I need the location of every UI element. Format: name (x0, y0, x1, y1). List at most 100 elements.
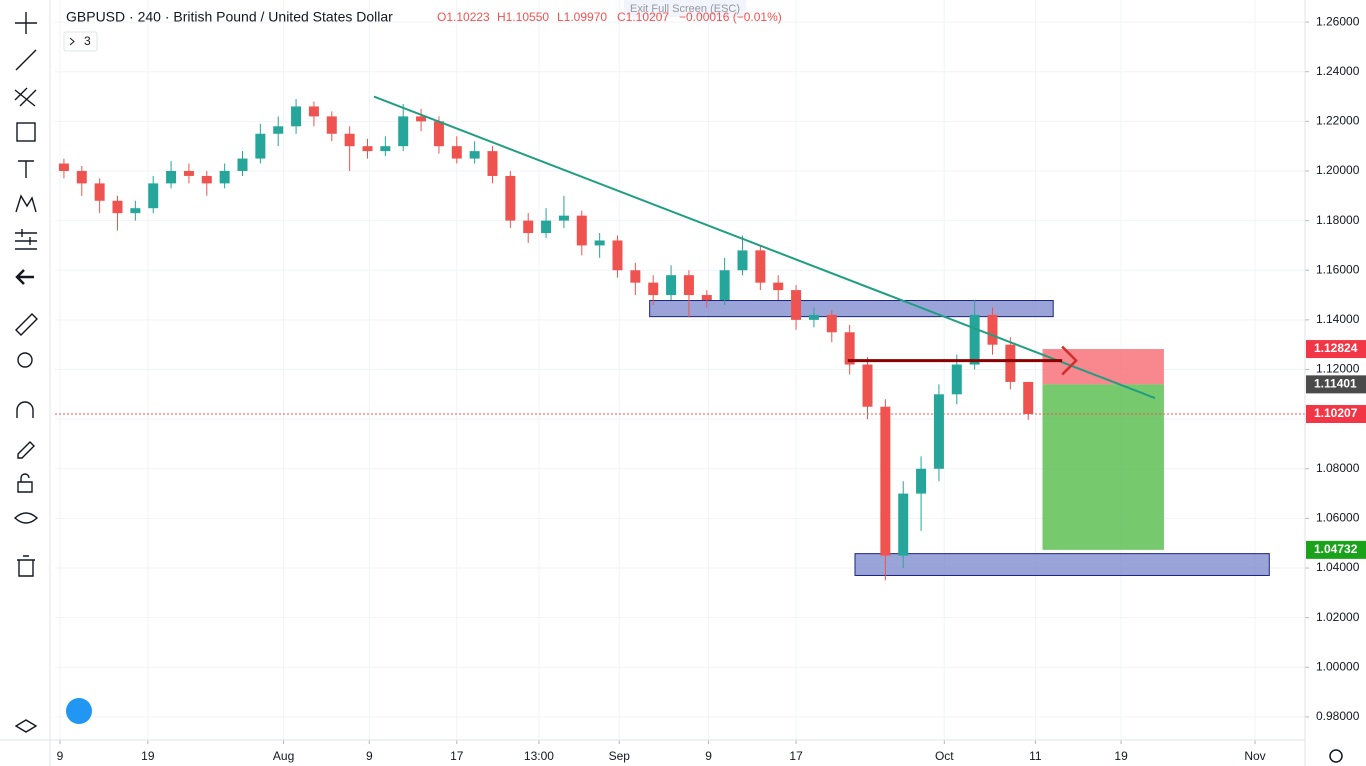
prediction-tool[interactable] (15, 229, 37, 250)
indicators-count: 3 (84, 34, 91, 48)
candle-body (826, 314, 837, 333)
exit-fullscreen-label: Exit Full Screen (ESC) (630, 3, 740, 15)
x-tick-label: 9 (705, 749, 712, 763)
price-badge-label: 1.04732 (1314, 542, 1358, 556)
candle-body (737, 250, 748, 271)
candle-body (987, 314, 998, 345)
measure-tool[interactable] (15, 313, 38, 336)
indicators-toggle[interactable] (63, 31, 98, 52)
candle-body (433, 121, 444, 147)
toolbar (13, 0, 92, 766)
settings-button[interactable] (1329, 749, 1343, 763)
draw-mode-tool[interactable] (17, 441, 35, 459)
candle-body (451, 146, 462, 159)
price-change: −0.00016 (−0.01%) (679, 10, 782, 24)
level-arrow (1061, 345, 1078, 376)
back-tool[interactable] (15, 269, 34, 285)
candle-body (791, 290, 802, 320)
exit-fullscreen[interactable] (624, 0, 746, 17)
candle-body (58, 163, 69, 171)
price-badge-label: 1.11401 (1314, 377, 1357, 391)
price-badge-label: 1.10207 (1314, 406, 1358, 420)
x-tick-label: Oct (935, 749, 954, 763)
ohlc-value: O1.10223 (437, 10, 490, 24)
x-tick-label: 9 (57, 749, 64, 763)
y-tick-label: 1.02000 (1316, 610, 1360, 624)
lock-tool[interactable] (17, 473, 33, 493)
target-area (1042, 384, 1164, 550)
y-tick-label: 1.00000 (1316, 659, 1360, 673)
candle-body (398, 116, 409, 147)
candle-body (112, 200, 123, 214)
candle-body (523, 220, 534, 234)
candle-body (541, 220, 552, 234)
candle-body (594, 240, 605, 246)
magnet-tool[interactable] (16, 401, 34, 418)
plot-area (55, 0, 1305, 740)
x-tick-label: 11 (1029, 749, 1042, 763)
pattern-tool[interactable] (15, 194, 37, 213)
x-tick-label: 13:00 (524, 749, 554, 763)
price-badge (1306, 375, 1366, 394)
candle-body (219, 170, 230, 184)
y-tick-label: 1.06000 (1316, 511, 1360, 525)
candle-body (380, 146, 391, 152)
candle-body (844, 332, 855, 365)
ohlc-value: H1.10550 (497, 10, 549, 24)
y-tick-label: 1.22000 (1316, 114, 1360, 128)
candle-body (951, 364, 962, 395)
candle-body (183, 170, 194, 176)
y-tick-label: 1.14000 (1316, 312, 1360, 326)
candle-body (755, 250, 766, 283)
y-tick-label: 1.26000 (1316, 14, 1360, 28)
candle-body (933, 394, 944, 469)
candle-body (344, 133, 355, 147)
candle-body (558, 215, 569, 221)
crosshair-tool[interactable] (15, 12, 37, 34)
candle-body (612, 240, 623, 271)
chart-title: GBPUSD · 240 · British Pound / United St… (66, 9, 393, 25)
price-badge-label: 1.12824 (1314, 341, 1358, 355)
ohlc-value: L1.09970 (557, 10, 607, 24)
text-tool[interactable] (18, 160, 34, 178)
visibility-tool[interactable] (13, 512, 39, 524)
y-tick-label: 1.16000 (1316, 262, 1360, 276)
candle-body (201, 175, 212, 184)
shape-tool[interactable] (16, 122, 36, 142)
candle-body (469, 151, 480, 159)
trendline-tool[interactable] (15, 49, 37, 71)
zoom-tool[interactable] (17, 352, 33, 368)
y-tick-label: 1.08000 (1316, 461, 1360, 475)
candle-body (273, 126, 284, 134)
x-tick-label: 17 (789, 749, 803, 763)
logo (66, 698, 92, 724)
candle-body (773, 282, 784, 291)
candle-body (969, 314, 980, 365)
zone (649, 300, 1054, 318)
candle-body (237, 158, 248, 171)
chevron-icon (69, 37, 75, 46)
zone (854, 553, 1270, 576)
candle-body (130, 208, 141, 214)
delete-tool[interactable] (17, 555, 35, 577)
x-tick-label: Sep (609, 749, 631, 763)
x-tick-label: Aug (273, 749, 294, 763)
candle-body (576, 215, 587, 246)
candle-body (326, 116, 337, 134)
candle-body (166, 170, 177, 184)
candle-body (308, 106, 319, 117)
x-tick-label: 9 (366, 749, 373, 763)
candle-body (666, 275, 677, 296)
candle-body (94, 183, 105, 201)
y-tick-label: 0.98000 (1316, 709, 1360, 723)
fib-tool[interactable] (14, 87, 37, 107)
price-badge (1306, 404, 1366, 423)
candle-body (148, 183, 159, 209)
candle-body (487, 151, 498, 176)
candle-body (701, 295, 712, 301)
candle-body (291, 106, 302, 127)
layers-tool[interactable] (14, 719, 38, 733)
candle-body (1005, 344, 1016, 382)
candle-body (648, 282, 659, 296)
x-tick-label: Nov (1244, 749, 1265, 763)
